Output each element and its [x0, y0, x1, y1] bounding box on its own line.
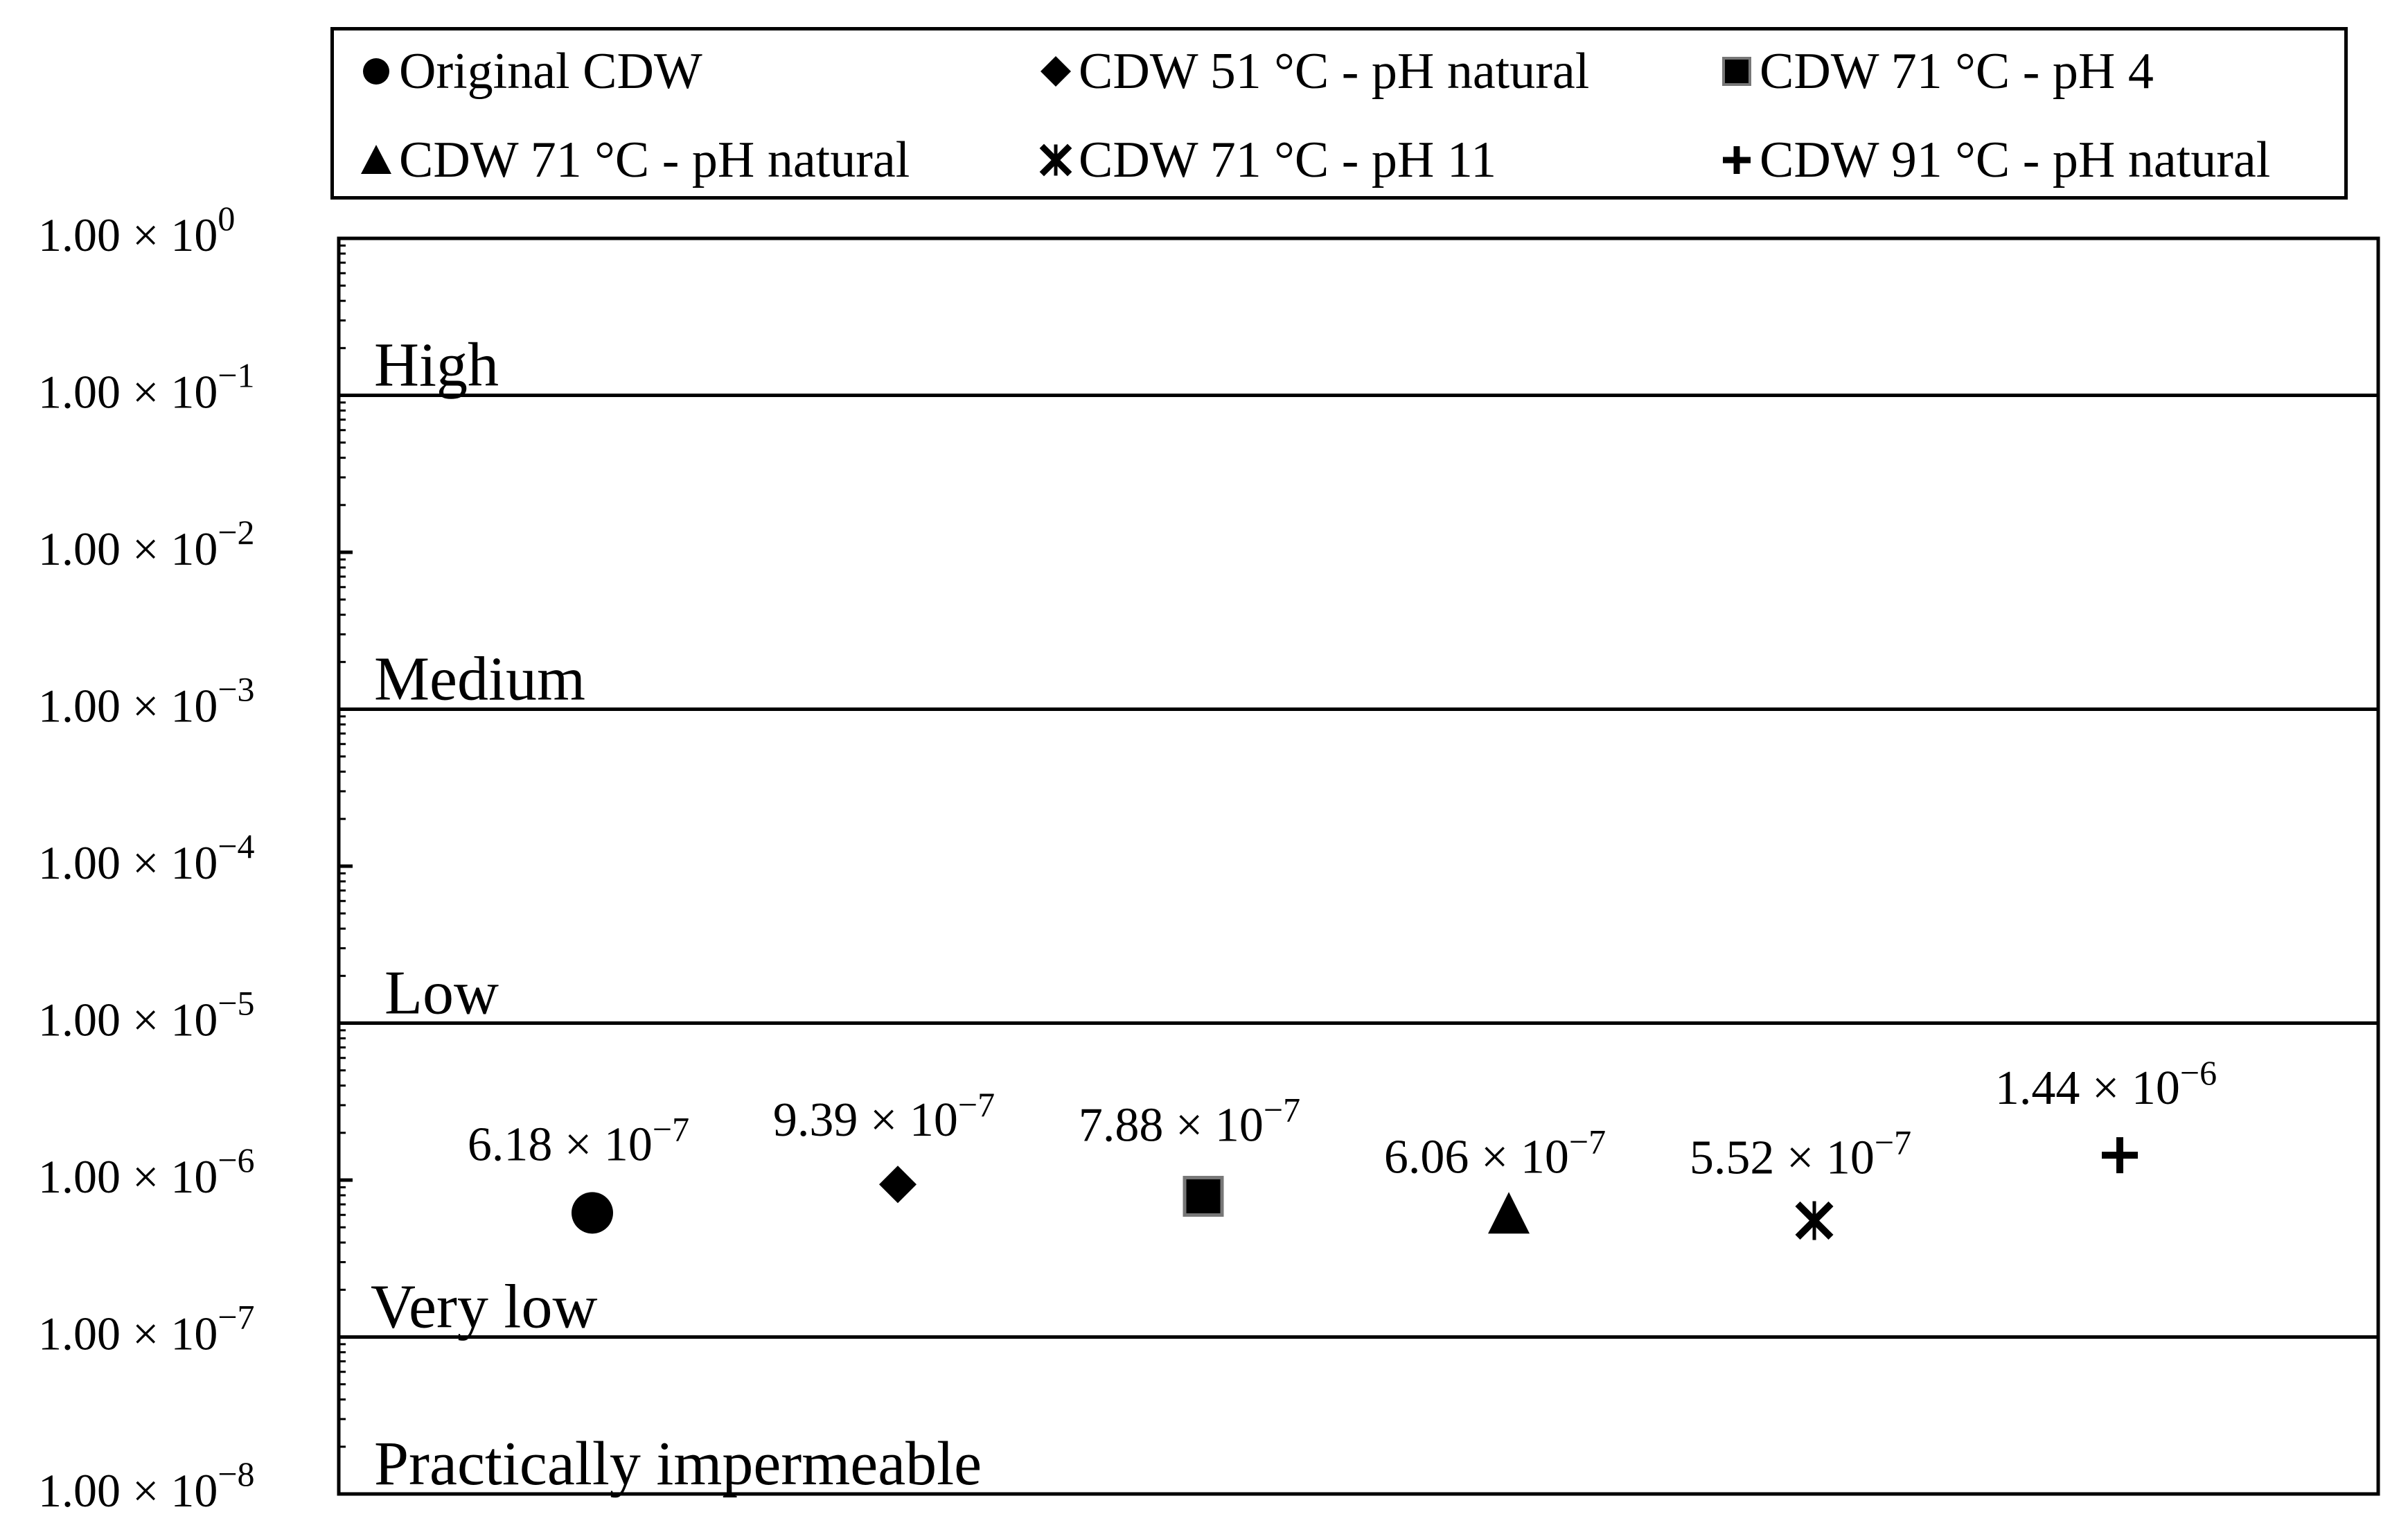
y-tick-mantissa: 1.00 × 10: [38, 680, 218, 732]
data-markers: [572, 1137, 2138, 1240]
asterisk-icon: [1039, 143, 1072, 177]
data-point-plus: [2102, 1137, 2138, 1174]
diamond-icon: [1041, 56, 1071, 87]
data-label-exponent: −7: [653, 1109, 689, 1148]
zone-label: Practically impermeable: [374, 1430, 982, 1498]
y-tick-mantissa: 1.00 × 10: [38, 522, 218, 575]
square-icon: [1722, 57, 1751, 86]
minor-ticks: [339, 244, 346, 1448]
data-label-mantissa: 9.39 × 10: [773, 1093, 958, 1147]
zone-labels: High Medium Low Very low Practically imperme…: [371, 331, 982, 1499]
circle-icon: [363, 58, 389, 85]
data-labels: 6.18 × 10−7 9.39 × 10−7 7.88 × 10−76.06 × …: [468, 1053, 2217, 1184]
legend-item-cdw-71-ph-11: CDW 71 °C - pH 11: [1038, 134, 1496, 186]
y-tick-mantissa: 1.00 × 10: [38, 1464, 218, 1517]
legend-label: Original CDW: [399, 43, 702, 100]
y-tick-mantissa: 1.00 × 10: [38, 1308, 218, 1360]
legend: Original CDW CDW 51 °C - pH natural CDW …: [330, 27, 2348, 200]
y-tick-exponent: −5: [218, 984, 254, 1023]
y-tick-label: 1.00 × 10−2: [38, 513, 255, 575]
triangle-icon: [361, 145, 391, 174]
y-tick-exponent: −1: [218, 356, 254, 395]
data-label: 1.44 × 10−6: [1995, 1053, 2217, 1115]
data-label-exponent: −7: [958, 1085, 995, 1124]
y-tick-label: 1.00 × 10−7: [38, 1298, 255, 1360]
data-point-diamond: [879, 1166, 917, 1204]
legend-label: CDW 71 °C - pH natural: [399, 132, 910, 188]
zone-label: Low: [384, 959, 499, 1028]
data-label-exponent: −7: [1569, 1122, 1606, 1161]
data-label-exponent: −6: [2180, 1053, 2217, 1092]
plus-icon: [1723, 146, 1751, 174]
data-label: 9.39 × 10−7: [773, 1085, 995, 1147]
y-tick-exponent: −8: [218, 1454, 254, 1493]
y-tick-exponent: −4: [218, 827, 254, 865]
data-label-mantissa: 5.52 × 10: [1690, 1131, 1875, 1184]
y-tick-mantissa: 1.00 × 10: [38, 994, 218, 1046]
data-label: 6.18 × 10−7: [468, 1109, 689, 1171]
y-tick-label: 1.00 × 10−4: [38, 827, 255, 889]
y-tick-label: 1.00 × 10−5: [38, 984, 255, 1046]
y-tick-mantissa: 1.00 × 10: [38, 1150, 218, 1203]
legend-item-cdw-71-ph-4: CDW 71 °C - pH 4: [1719, 46, 2154, 97]
data-point-circle: [572, 1192, 613, 1234]
y-tick-exponent: −3: [218, 670, 254, 709]
y-tick-mantissa: 1.00 × 10: [38, 209, 218, 261]
y-tick-exponent: 0: [218, 199, 235, 238]
data-point-asterisk: [1795, 1201, 1834, 1240]
zone-label: Medium: [374, 645, 585, 714]
data-label-mantissa: 6.18 × 10: [468, 1118, 653, 1171]
y-tick-mantissa: 1.00 × 10: [38, 366, 218, 419]
y-tick-label: 1.00 × 10−3: [38, 670, 255, 732]
y-tick-label: 1.00 × 10−1: [38, 356, 255, 419]
legend-item-cdw-51-ph-natural: CDW 51 °C - pH natural: [1038, 46, 1589, 97]
legend-label: CDW 71 °C - pH 4: [1760, 43, 2154, 100]
data-label: 5.52 × 10−7: [1690, 1123, 1911, 1184]
data-label-mantissa: 7.88 × 10: [1079, 1098, 1264, 1152]
zone-label: Very low: [371, 1273, 597, 1342]
major-ticks: [339, 236, 353, 1496]
data-label: 6.06 × 10−7: [1384, 1122, 1606, 1184]
data-label-mantissa: 6.06 × 10: [1384, 1130, 1569, 1184]
data-label-exponent: −7: [1875, 1123, 1911, 1161]
y-tick-exponent: −7: [218, 1298, 254, 1337]
legend-item-cdw-71-ph-natural: CDW 71 °C - pH natural: [359, 134, 910, 186]
data-point-triangle: [1488, 1192, 1530, 1234]
data-label-exponent: −7: [1264, 1090, 1300, 1129]
legend-item-cdw-91-ph-natural: CDW 91 °C - pH natural: [1719, 134, 2270, 186]
zone-label: High: [374, 331, 499, 400]
legend-label: CDW 71 °C - pH 11: [1079, 132, 1497, 188]
legend-item-original-cdw: Original CDW: [359, 46, 702, 97]
data-label: 7.88 × 10−7: [1079, 1090, 1300, 1152]
y-tick-mantissa: 1.00 × 10: [38, 836, 218, 889]
zone-lines: [339, 394, 2378, 1339]
legend-label: CDW 51 °C - pH natural: [1079, 43, 1590, 100]
data-point-square: [1183, 1175, 1224, 1217]
data-label-mantissa: 1.44 × 10: [1995, 1062, 2180, 1115]
y-tick-exponent: −6: [218, 1141, 254, 1179]
plot-frame: [337, 236, 2380, 1496]
y-tick-label: 1.00 × 10−6: [38, 1141, 255, 1203]
y-tick-label: 1.00 × 10−8: [38, 1454, 255, 1517]
y-tick-label: 1.00 × 100: [38, 199, 235, 261]
y-tick-exponent: −2: [218, 513, 254, 552]
legend-label: CDW 91 °C - pH natural: [1760, 132, 2271, 188]
